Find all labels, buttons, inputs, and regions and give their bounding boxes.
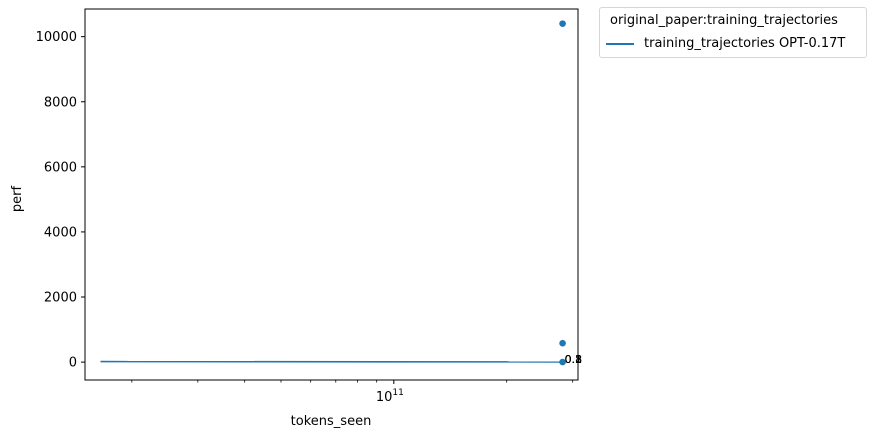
data-annotation: 0.2: [565, 353, 583, 366]
y-axis-label: perf: [10, 185, 25, 212]
x-axis-label: tokens_seen: [291, 414, 372, 429]
legend-line-swatch: [606, 43, 634, 45]
y-tick-label: 6000: [44, 160, 77, 175]
y-tick-label: 2000: [44, 291, 77, 306]
legend-title: original_paper:training_trajectories: [610, 13, 838, 28]
plot-frame: [84, 8, 579, 381]
data-point: [559, 339, 566, 347]
data-point: [559, 358, 566, 366]
y-tick-label: 4000: [44, 225, 77, 240]
y-tick-label: 8000: [44, 95, 77, 110]
legend-item-label: training_trajectories OPT-0.17T: [644, 36, 846, 51]
y-tick-label: 10000: [36, 30, 77, 45]
x-tick-label: 1011: [376, 388, 404, 405]
data-annotation: 0.8: [565, 353, 583, 366]
data-annotation: 0.3: [565, 353, 583, 366]
plot-area: 0 2000 4000 6000 8000 10000 1011 0.10.20.30.8: [36, 8, 583, 405]
legend: original_paper:training_trajectories tra…: [599, 7, 867, 58]
data-annotation: 0.1: [565, 353, 583, 366]
y-tick-label: 0: [69, 356, 77, 371]
data-point: [559, 20, 566, 27]
